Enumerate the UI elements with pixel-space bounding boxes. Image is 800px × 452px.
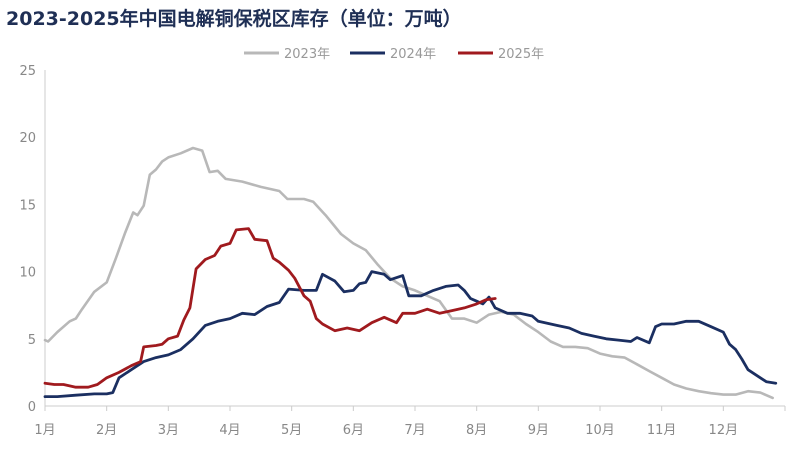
x-tick-label: 3月 — [158, 423, 179, 438]
y-tick-label: 10 — [19, 266, 36, 281]
x-tick-label: 6月 — [343, 423, 364, 438]
x-tick-label: 5月 — [281, 423, 302, 438]
y-tick-label: 0 — [28, 400, 36, 415]
series-line-3 — [43, 227, 497, 389]
y-tick-label: 5 — [28, 333, 36, 348]
plot-area — [43, 146, 778, 400]
x-tick-label: 7月 — [404, 423, 425, 438]
x-tick-label: 12月 — [709, 423, 739, 438]
legend-label: 2024年 — [390, 47, 436, 62]
series-line-1 — [43, 146, 775, 400]
x-tick-label: 4月 — [219, 423, 240, 438]
x-tick-label: 10月 — [585, 423, 615, 438]
legend-label: 2023年 — [284, 47, 330, 62]
chart-title: 2023-2025年中国电解铜保税区库存（单位：万吨） — [6, 8, 462, 30]
y-tick-label: 15 — [19, 198, 36, 213]
y-tick-label: 20 — [19, 131, 36, 146]
series-line-2 — [43, 270, 778, 399]
x-tick-label: 8月 — [466, 423, 487, 438]
x-tick-label: 11月 — [647, 423, 677, 438]
x-tick-label: 9月 — [528, 423, 549, 438]
y-tick-label: 25 — [19, 64, 36, 79]
legend-label: 2025年 — [498, 47, 544, 62]
x-tick-label: 1月 — [34, 423, 55, 438]
y-axis: 0 5 10 15 20 25 — [19, 64, 46, 415]
x-axis: 1月 2月 3月 4月 5月 6月 7月 8月 9月 10月 11月 12月 — [34, 405, 786, 438]
chart-legend: 2023年 2024年 2025年 — [244, 47, 544, 62]
x-tick-label: 2月 — [96, 423, 117, 438]
